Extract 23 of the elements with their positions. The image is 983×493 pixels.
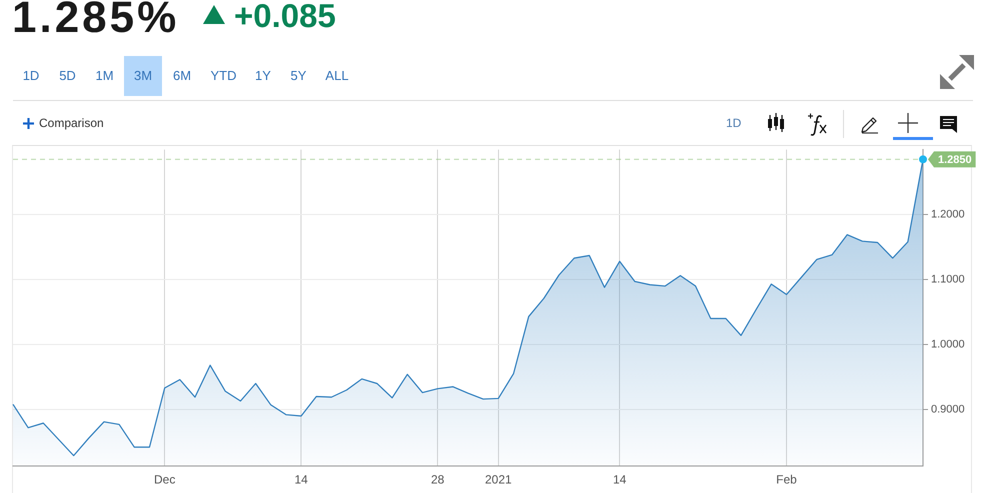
x-tick-label: Dec [154,472,176,487]
x-tick-label: 14 [612,472,627,487]
text: 1D [22,67,40,85]
text: 6M [172,67,192,85]
y-tick-label: 0.9000 [931,404,965,416]
text: 1M [94,67,115,85]
text: 1Y [254,67,272,85]
text: ALL [324,67,350,85]
x-tick-label: 28 [430,472,445,487]
text: YTD [210,67,238,85]
y-tick-label: 1.0000 [931,338,965,351]
ref-line-label: 1.2850 [938,154,972,166]
text: Comparison [39,115,104,131]
x-tick-label: 2021 [484,472,512,487]
x-tick-label: 14 [294,472,308,487]
text: 1D [726,115,742,131]
chart-subtitle: +0.085 [234,0,336,34]
text: 5Y [290,67,308,85]
y-tick-label: 1.1000 [931,274,965,286]
chart-title: 1.285% [12,0,180,42]
x-tick-label: Feb [776,472,798,487]
text: 5D [58,67,77,85]
y-tick-label: 1.2000 [931,208,965,221]
